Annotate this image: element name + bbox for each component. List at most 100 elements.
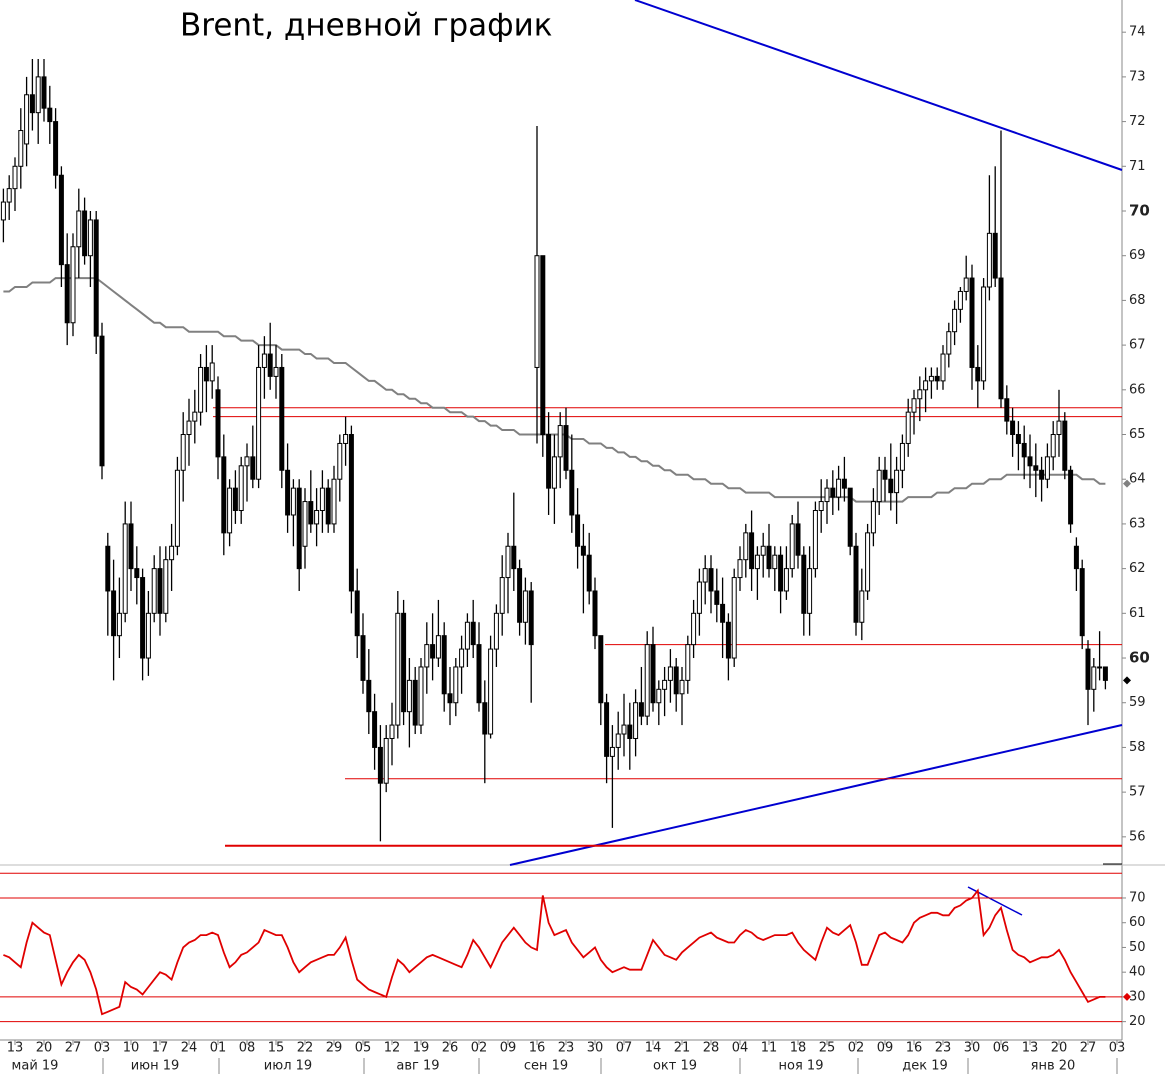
candle-body (354, 590, 360, 637)
candle-body (957, 290, 963, 310)
month-label: июн 19 (131, 1059, 180, 1074)
candle-body (633, 702, 639, 739)
candle-body (430, 644, 436, 659)
candle-body (853, 545, 859, 623)
candle-body (76, 210, 82, 248)
candle-body (563, 425, 569, 471)
x-tick-label: 09 (877, 1041, 894, 1056)
x-tick-label: 09 (500, 1041, 517, 1056)
candle-body (261, 353, 267, 368)
candle-body (708, 568, 714, 592)
candle-body (70, 246, 76, 324)
candle-body (250, 456, 256, 480)
candle-body (847, 487, 853, 547)
candle-body (876, 469, 882, 503)
candle-body (418, 666, 424, 726)
candle-body (256, 366, 262, 480)
candle-body (35, 76, 41, 114)
candle-body (557, 425, 563, 458)
candle-body (203, 366, 209, 382)
candle-body (598, 635, 604, 704)
candle-body (447, 693, 453, 704)
candle-body (459, 648, 465, 668)
candle-body (372, 711, 378, 748)
candle-body (894, 469, 900, 494)
candle-body (145, 612, 151, 659)
candle-body (888, 478, 894, 494)
x-tick-label: 01 (210, 1041, 227, 1056)
candle-body (180, 434, 186, 471)
x-tick-label: 13 (7, 1041, 24, 1056)
candle-body (940, 353, 946, 382)
rsi-tick-label: 70 (1129, 890, 1146, 905)
candle-body (615, 733, 621, 748)
candle-body (592, 590, 598, 637)
candle-body (621, 724, 627, 735)
candle-body (667, 666, 673, 681)
candle-body (41, 76, 47, 109)
candle-body (1050, 434, 1056, 458)
candle-body (296, 487, 302, 570)
x-tick-label: 16 (906, 1041, 923, 1056)
candle-body (1079, 568, 1085, 637)
candle-body (424, 644, 430, 668)
candle-body (99, 335, 105, 467)
candle-body (1039, 469, 1045, 480)
candle-body (453, 666, 459, 704)
candle-body (151, 568, 157, 614)
candle-body (482, 702, 488, 735)
candle-body (749, 532, 755, 570)
candle-body (1010, 420, 1016, 436)
candle-body (302, 501, 308, 547)
candle-body (389, 724, 395, 739)
candle-body (830, 487, 836, 498)
y-tick-label: 68 (1129, 293, 1146, 308)
close-last-marker (1123, 676, 1131, 685)
candle-body (580, 545, 586, 556)
candle-body (1056, 420, 1062, 436)
candle-body (314, 510, 320, 525)
candle-body (911, 398, 917, 413)
candle-body (841, 478, 847, 489)
candle-body (505, 545, 511, 579)
candle-body (604, 702, 610, 757)
candle-body (882, 469, 888, 480)
candle-body (824, 487, 830, 503)
candle-body (343, 434, 349, 444)
candle-body (174, 469, 180, 547)
candle-body (522, 590, 528, 623)
candle-body (227, 487, 233, 534)
candle-body (1033, 465, 1039, 471)
candle-body (772, 554, 778, 570)
month-label: июл 19 (264, 1059, 312, 1074)
y-tick-label: 74 (1129, 25, 1146, 40)
candle-body (754, 554, 760, 570)
x-tick-label: 03 (94, 1041, 111, 1056)
candle-body (650, 644, 656, 704)
y-tick-label: 64 (1129, 472, 1146, 487)
candle-body (360, 635, 366, 681)
x-tick-label: 28 (703, 1041, 720, 1056)
y-tick-label: 57 (1129, 785, 1146, 800)
candle-body (714, 590, 720, 605)
candle-body (383, 737, 389, 784)
candle-body (192, 411, 198, 422)
candle-body (325, 487, 331, 525)
x-tick-label: 10 (123, 1041, 140, 1056)
candle-body (1062, 420, 1068, 471)
y-tick-label: 56 (1129, 829, 1146, 844)
candle-body (29, 94, 35, 114)
candle-body (18, 130, 24, 167)
candle-body (627, 724, 633, 739)
candle-body (778, 554, 784, 592)
candle-body (534, 255, 540, 368)
candle-body (859, 590, 865, 623)
candle-body (870, 501, 876, 534)
candle-body (702, 568, 708, 583)
x-tick-label: 29 (326, 1041, 343, 1056)
candle-body (691, 612, 697, 646)
candle-body (290, 487, 296, 516)
candle-body (1073, 545, 1079, 570)
candle-body (517, 568, 523, 623)
